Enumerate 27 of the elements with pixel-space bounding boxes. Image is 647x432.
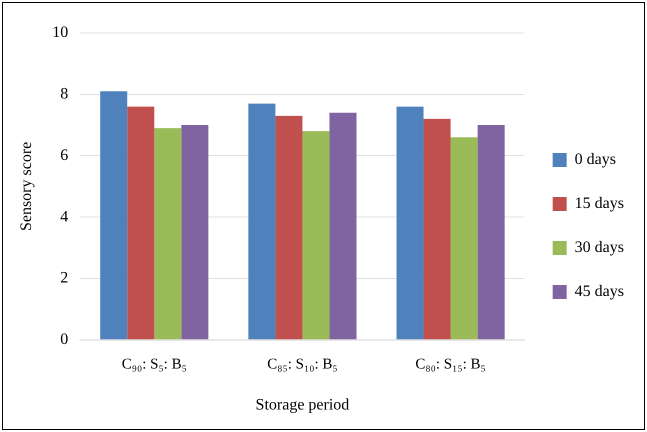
legend-label: 0 days	[574, 151, 616, 168]
x-tick-label: C₉₀: S₅: B₅	[122, 356, 187, 373]
bar	[100, 91, 128, 340]
y-tick-label: 8	[60, 86, 68, 103]
y-tick-label: 10	[52, 24, 68, 42]
x-tick-label: C₈₅: S₁₀: B₅	[267, 356, 338, 373]
bar	[302, 131, 330, 340]
bar	[424, 118, 451, 340]
x-tick-label: C₈₀: S₁₅: B₅	[415, 356, 486, 373]
bar	[329, 112, 357, 340]
bar	[450, 137, 478, 340]
y-tick-label: 2	[60, 270, 68, 287]
y-tick-label: 6	[60, 146, 68, 164]
bar	[154, 128, 182, 340]
x-axis-title: Storage period	[256, 396, 350, 414]
y-axis-title: Sensory score	[18, 142, 35, 232]
bar	[396, 106, 424, 340]
bar	[127, 106, 154, 340]
y-tick-label: 4	[60, 208, 68, 226]
bar	[478, 125, 505, 340]
y-tick-label: 0	[60, 331, 68, 348]
legend-label: 30 days	[574, 239, 624, 256]
bar	[248, 104, 276, 340]
bar	[181, 125, 208, 340]
bar	[275, 116, 302, 340]
legend-label: 15 days	[574, 195, 624, 212]
legend-label: 45 days	[574, 283, 624, 300]
